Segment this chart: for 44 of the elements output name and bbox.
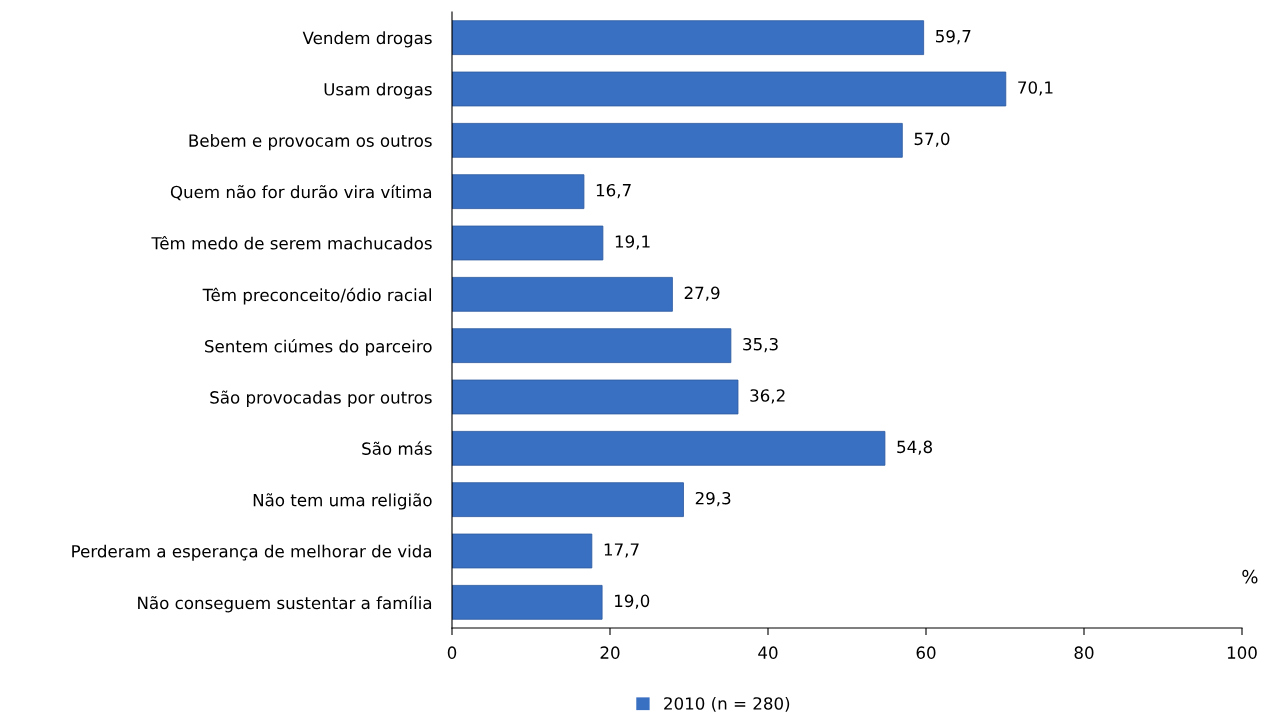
bar <box>452 328 732 364</box>
bar <box>452 533 593 569</box>
bar <box>452 584 603 620</box>
x-tick-label: 80 <box>1074 646 1094 659</box>
y-tick-label: Têm preconceito/ódio racial <box>202 287 431 305</box>
data-label: 17,7 <box>604 543 639 558</box>
bar <box>452 276 673 312</box>
y-tick-label: São más <box>362 441 432 455</box>
y-tick-label: Vendem drogas <box>302 31 432 48</box>
x-tick-label: 40 <box>758 646 778 659</box>
y-tick-label: Quem não for durão vira vítima <box>170 184 432 201</box>
data-label: 57,0 <box>914 132 950 147</box>
bar <box>452 225 604 261</box>
x-tick-label: 0 <box>447 646 457 659</box>
data-label: 19,1 <box>615 235 650 250</box>
data-label: 54,8 <box>897 440 932 455</box>
data-label: 36,2 <box>750 389 785 404</box>
data-label: 35,3 <box>743 337 778 353</box>
y-tick-label: Usam drogas <box>324 82 432 99</box>
y-tick-label: Não conseguem sustentar a família <box>138 595 432 613</box>
legend-label: 2010 (n = 280) <box>664 696 790 712</box>
data-label: 27,9 <box>684 286 720 301</box>
y-tick-label: Perderam a esperança de melhorar de vida <box>72 544 432 561</box>
x-tick-label: 100 <box>1227 646 1257 659</box>
y-tick-label: Bebem e provocam os outros <box>189 134 432 151</box>
bar <box>452 20 925 56</box>
y-tick-label: São provocadas por outros <box>210 390 432 407</box>
y-tick-label: Sentem ciúmes do parceiro <box>205 339 432 356</box>
data-label: 59,7 <box>936 29 971 45</box>
data-label: 29,3 <box>695 491 731 507</box>
bar <box>452 482 684 518</box>
bar <box>452 71 1007 107</box>
bar <box>452 430 886 466</box>
data-label: 19,0 <box>615 594 650 609</box>
data-label: 16,7 <box>596 183 631 199</box>
bar <box>452 379 739 415</box>
y-tick-label: Têm medo de serem machucados <box>151 236 432 250</box>
data-label: 70,1 <box>1018 81 1053 96</box>
x-tick-label: 60 <box>916 646 936 659</box>
y-tick-label: Não tem uma religião <box>253 493 432 510</box>
bar <box>452 122 903 158</box>
x-tick-label: 20 <box>600 646 620 659</box>
x-axis-title: % <box>1242 569 1258 584</box>
bar <box>452 174 585 210</box>
